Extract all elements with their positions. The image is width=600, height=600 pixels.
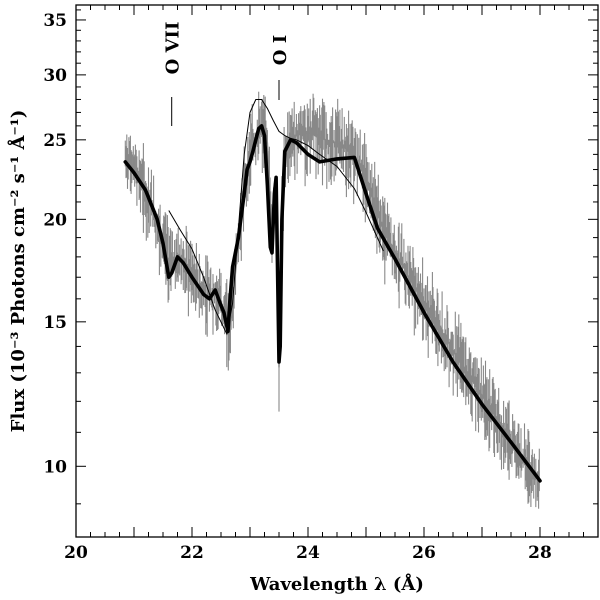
tick-labels: 20 22 24 26 28 10 15 20 25 30 35 bbox=[43, 11, 552, 563]
x-tick-label: 24 bbox=[296, 543, 320, 563]
data-series-line bbox=[124, 126, 541, 482]
x-tick-label: 22 bbox=[180, 543, 204, 563]
y-tick-label: 35 bbox=[43, 11, 67, 31]
series-continuum bbox=[168, 99, 384, 336]
plot-area bbox=[123, 91, 542, 509]
axis-ticks bbox=[75, 5, 599, 537]
continuum-line bbox=[168, 99, 384, 336]
annotations: O VII O I bbox=[163, 22, 291, 126]
x-tick-label: 26 bbox=[412, 543, 436, 563]
x-tick-label: 28 bbox=[528, 543, 552, 563]
series-model bbox=[123, 124, 542, 483]
y-axis-title: Flux (10⁻³ Photons cm⁻² s⁻¹ Å⁻¹) bbox=[6, 110, 29, 433]
series-data bbox=[124, 91, 541, 509]
y-tick-label: 10 bbox=[43, 457, 67, 477]
y-tick-label: 15 bbox=[43, 313, 67, 333]
y-tick-label: 25 bbox=[43, 131, 67, 151]
y-tick-label: 20 bbox=[43, 210, 67, 230]
annotation-label: O I bbox=[270, 35, 291, 65]
model-line bbox=[123, 124, 542, 483]
x-tick-label: 20 bbox=[64, 543, 88, 563]
annotation-label: O VII bbox=[163, 22, 184, 75]
y-tick-label: 30 bbox=[43, 66, 67, 86]
x-axis-title: Wavelength λ (Å) bbox=[249, 572, 424, 595]
